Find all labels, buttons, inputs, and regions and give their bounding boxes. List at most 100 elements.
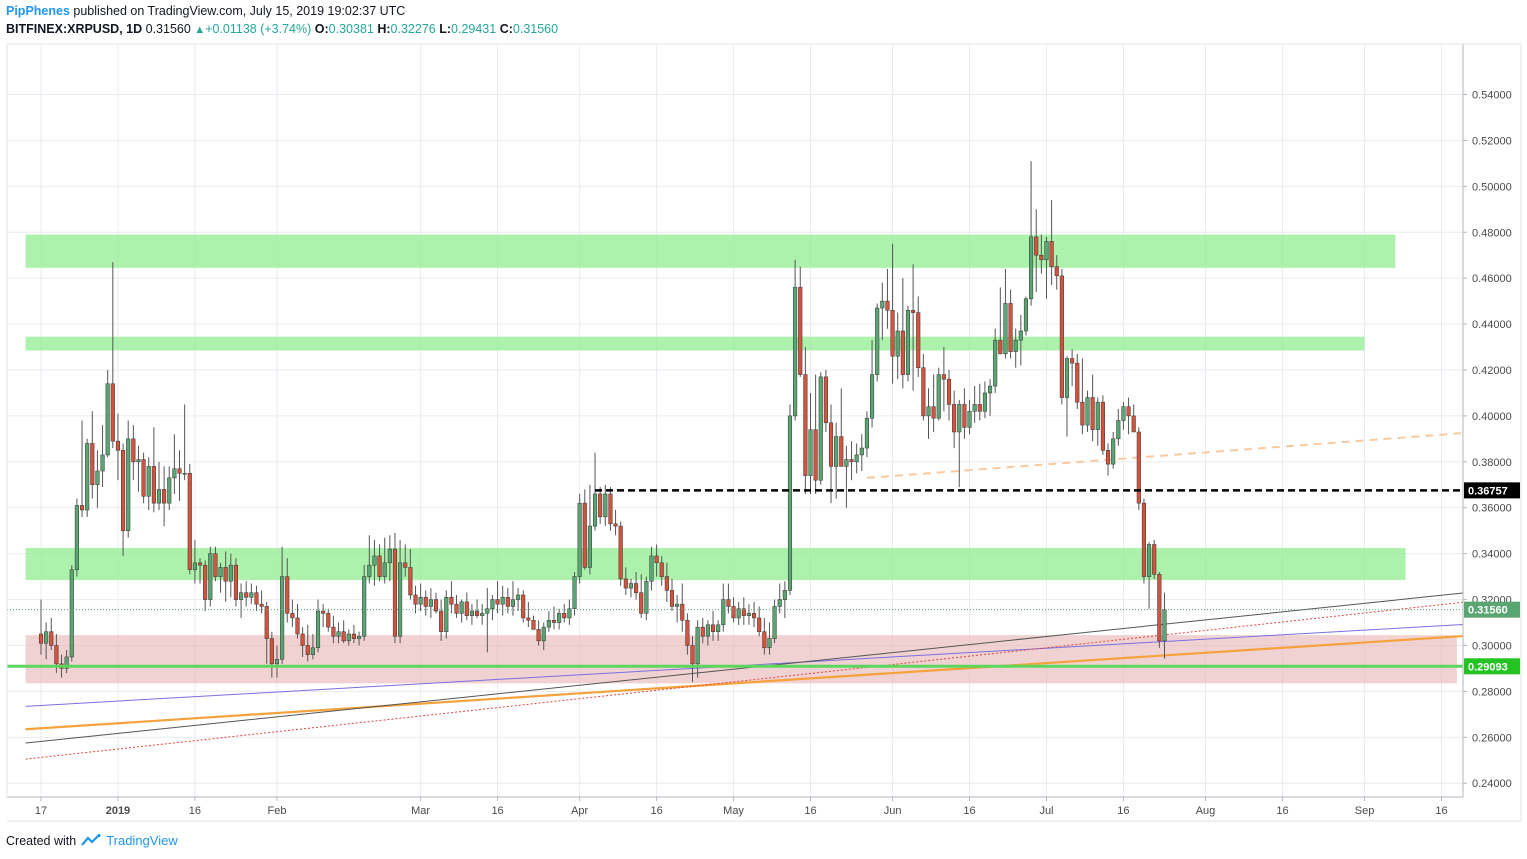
candle	[700, 617, 705, 644]
candle-down-body	[839, 436, 844, 467]
x-tick-label: 2019	[106, 805, 130, 817]
candle	[1070, 349, 1075, 387]
candle	[834, 422, 839, 499]
y-tick-label: 0.48000	[1472, 227, 1512, 239]
candle	[900, 278, 905, 389]
y-tick-label: 0.50000	[1472, 181, 1512, 193]
candle-up-body	[1162, 609, 1167, 642]
candle	[362, 565, 367, 641]
candle-up-body	[387, 548, 392, 564]
candle	[705, 620, 710, 646]
candle-down-body	[233, 564, 238, 600]
candle	[505, 588, 510, 614]
x-tick-label: Sep	[1355, 805, 1375, 817]
candle-down-body	[562, 613, 567, 619]
candle	[1095, 397, 1100, 446]
candle-up-body	[782, 590, 787, 600]
candle-up-body	[587, 525, 592, 568]
candle	[798, 266, 803, 377]
candle-up-body	[557, 613, 562, 623]
candle	[367, 535, 372, 584]
candle-down-body	[1157, 574, 1162, 642]
candle	[685, 613, 690, 655]
candle-down-body	[90, 443, 95, 486]
candle	[208, 546, 213, 607]
candle-down-body	[890, 310, 895, 357]
candle	[203, 560, 208, 612]
candle	[444, 590, 449, 639]
x-tick-label: 16	[963, 805, 975, 817]
candle	[998, 287, 1003, 355]
candle-up-body	[444, 597, 449, 632]
candle-up-body	[936, 374, 941, 419]
candle-down-body	[828, 422, 834, 467]
candle-up-body	[716, 624, 721, 632]
candle-down-body	[639, 592, 644, 614]
candle-up-body	[228, 564, 233, 582]
candle	[695, 620, 700, 678]
candle	[475, 599, 480, 618]
author-link[interactable]: PipPhenes	[6, 4, 70, 18]
candle	[546, 611, 551, 632]
candle-down-body	[700, 626, 705, 637]
x-tick-label: 16	[804, 805, 816, 817]
x-tick-label: Aug	[1196, 805, 1216, 817]
candle-down-body	[285, 576, 290, 614]
candle-down-body	[351, 633, 356, 639]
candle	[197, 558, 203, 584]
candle	[690, 636, 695, 683]
candle-up-body	[500, 597, 505, 605]
candle	[162, 466, 167, 527]
candle	[413, 585, 418, 614]
candle-down-body	[54, 645, 59, 665]
candle	[957, 399, 962, 488]
candle-up-body	[988, 385, 993, 394]
candle	[110, 262, 115, 449]
candle-down-body	[962, 404, 967, 428]
x-tick-label: Jul	[1039, 805, 1053, 817]
candle-down-body	[295, 617, 300, 635]
candle-down-body	[623, 578, 628, 589]
candle	[967, 399, 972, 435]
candle	[387, 535, 392, 582]
candle	[480, 604, 485, 625]
candle	[49, 617, 54, 651]
y-tick-label: 0.52000	[1472, 135, 1512, 147]
candle	[808, 392, 813, 494]
candle	[408, 549, 413, 600]
close-value: 0.31560	[512, 22, 559, 36]
x-tick-label: Mar	[411, 805, 430, 817]
candle-up-body	[146, 466, 151, 497]
candle-up-body	[695, 626, 700, 665]
candle	[315, 599, 321, 653]
candle-up-body	[64, 656, 69, 669]
candle	[618, 521, 623, 586]
candle-down-body	[690, 645, 695, 665]
trendline-dashed_peach	[866, 432, 1463, 479]
y-tick-label: 0.46000	[1472, 273, 1512, 285]
candle-down-body	[536, 629, 541, 642]
candle	[264, 601, 269, 664]
candle-up-body	[1003, 303, 1008, 355]
up-arrow-icon: ▲	[194, 24, 206, 36]
candle	[1111, 431, 1116, 469]
candle-up-body	[85, 443, 90, 511]
candle-up-body	[95, 470, 100, 486]
candle-up-body	[772, 606, 777, 639]
candle	[972, 386, 977, 423]
candle-down-body	[803, 374, 808, 476]
y-tick-label: 0.30000	[1472, 640, 1512, 652]
candle	[1059, 268, 1064, 405]
candle-down-body	[223, 567, 228, 582]
candle-up-body	[480, 613, 485, 616]
candle-up-body	[208, 553, 213, 600]
candle	[608, 487, 613, 531]
tradingview-brand[interactable]: TradingView	[106, 833, 178, 848]
candle	[603, 484, 608, 527]
candle	[126, 420, 131, 538]
candle-up-body	[459, 601, 464, 614]
candle-up-body	[926, 406, 931, 417]
candle	[721, 583, 726, 632]
candle-down-body	[1141, 502, 1147, 577]
